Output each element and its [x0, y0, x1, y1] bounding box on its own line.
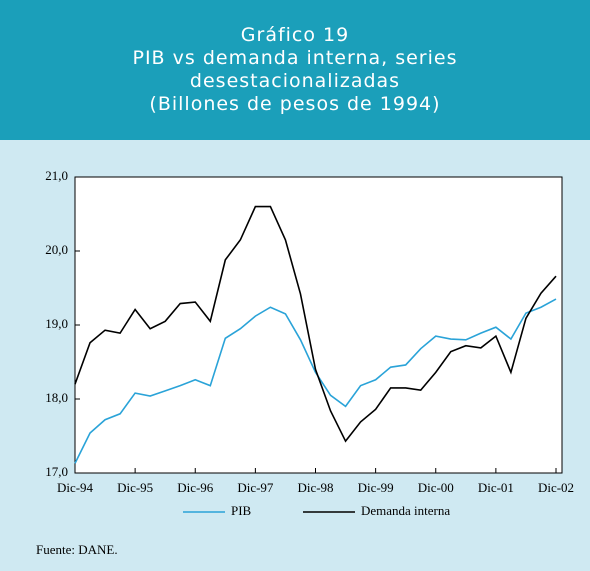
x-tick-label: Dic-95	[117, 480, 153, 495]
y-tick-label: 21,0	[45, 168, 68, 183]
x-tick-label: Dic-94	[57, 480, 94, 495]
legend-label: Demanda interna	[361, 503, 450, 518]
x-tick-label: Dic-97	[237, 480, 274, 495]
chart-units: (Billones de pesos de 1994)	[149, 93, 441, 115]
legend-label: PIB	[231, 503, 252, 518]
x-tick-label: Dic-99	[358, 480, 394, 495]
x-tick-label: Dic-02	[538, 480, 574, 495]
series-line	[74, 298, 557, 464]
x-tick-label: Dic-98	[297, 480, 333, 495]
chart-title: Gráfico 19	[240, 24, 350, 46]
x-tick-label: Dic-01	[478, 480, 514, 495]
x-tick-label: Dic-00	[418, 480, 454, 495]
y-tick-label: 17,0	[45, 464, 68, 479]
x-tick-label: Dic-96	[177, 480, 214, 495]
source: Fuente: DANE.	[36, 542, 118, 557]
y-tick-label: 18,0	[45, 390, 68, 405]
series-line	[74, 205, 557, 443]
header: Gráfico 19 PIB vs demanda interna, serie…	[0, 0, 590, 140]
y-tick-label: 19,0	[45, 316, 68, 331]
chart-subtitle: PIB vs demanda interna, series desestaci…	[132, 47, 458, 92]
y-tick-label: 20,0	[45, 242, 68, 257]
